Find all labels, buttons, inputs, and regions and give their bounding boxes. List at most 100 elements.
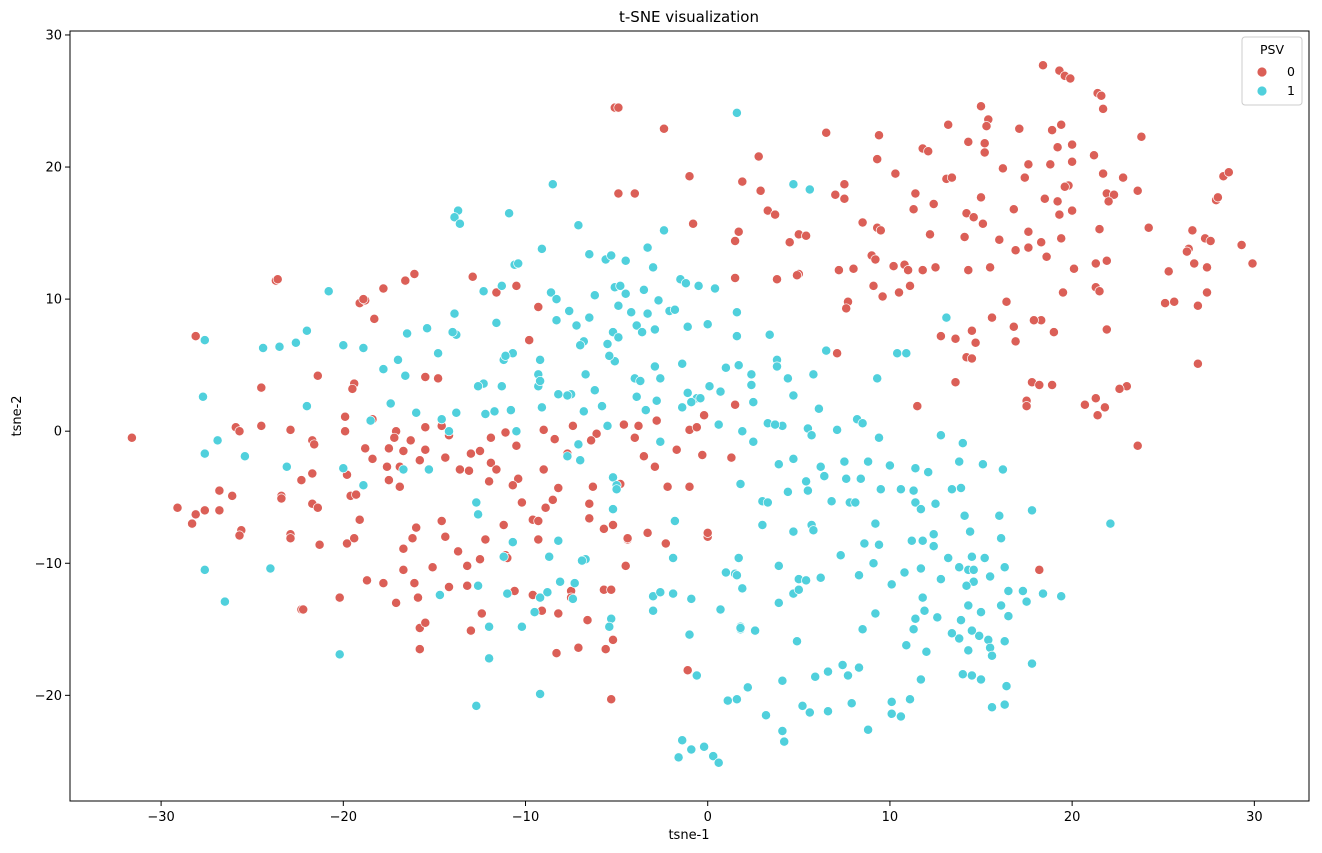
point-psv-1 [1038, 588, 1048, 599]
point-psv-0 [905, 280, 915, 291]
point-psv-1 [802, 485, 813, 496]
point-psv-1 [746, 369, 757, 380]
point-psv-0 [367, 453, 378, 464]
point-psv-1 [965, 526, 976, 537]
point-psv-0 [1114, 383, 1125, 394]
point-psv-1 [1027, 505, 1037, 516]
point-psv-0 [440, 452, 451, 463]
point-psv-1 [946, 484, 957, 495]
point-psv-1 [358, 480, 369, 491]
point-psv-1 [1017, 586, 1028, 596]
point-psv-0 [567, 420, 578, 431]
point-psv-0 [943, 119, 954, 130]
point-psv-0 [1036, 237, 1047, 248]
plot-frame [69, 30, 1310, 802]
point-psv-0 [272, 274, 283, 285]
point-psv-1 [258, 343, 269, 353]
point-psv-0 [1092, 410, 1103, 421]
point-psv-1 [788, 390, 799, 401]
point-psv-1 [449, 308, 460, 319]
point-psv-0 [733, 226, 744, 237]
point-psv-0 [1059, 181, 1070, 192]
point-psv-1 [651, 395, 662, 406]
point-psv-1 [484, 653, 495, 664]
point-psv-1 [923, 467, 934, 478]
point-psv-1 [854, 662, 864, 673]
point-psv-0 [928, 199, 939, 209]
point-psv-0 [1023, 226, 1034, 237]
point-psv-1 [649, 361, 660, 372]
point-psv-1 [735, 623, 746, 633]
point-psv-1 [602, 420, 613, 431]
point-psv-1 [626, 307, 637, 318]
point-psv-0 [702, 527, 713, 538]
point-psv-1 [423, 464, 434, 475]
point-psv-1 [620, 288, 631, 299]
point-psv-0 [682, 665, 693, 676]
point-psv-0 [912, 401, 923, 412]
point-psv-1 [987, 650, 997, 661]
point-psv-1 [855, 473, 866, 484]
point-psv-1 [892, 348, 903, 359]
point-psv-1 [963, 600, 974, 611]
point-psv-1 [265, 563, 276, 574]
point-psv-1 [473, 381, 484, 392]
point-psv-0 [755, 185, 766, 196]
y-tick-label: 10 [45, 293, 62, 308]
point-psv-1 [684, 629, 695, 640]
point-psv-0 [970, 337, 981, 348]
point-psv-0 [946, 172, 957, 183]
point-psv-1 [777, 675, 788, 686]
point-psv-1 [884, 460, 895, 471]
point-psv-1 [578, 406, 589, 417]
point-psv-1 [365, 415, 376, 426]
point-psv-1 [669, 516, 680, 526]
point-psv-1 [941, 312, 952, 323]
point-psv-1 [841, 473, 852, 484]
point-psv-1 [551, 315, 562, 326]
point-psv-1 [735, 479, 746, 489]
y-tick-label: 20 [45, 161, 62, 176]
point-psv-0 [848, 263, 859, 274]
point-psv-1 [323, 286, 334, 297]
point-psv-0 [394, 481, 405, 492]
point-psv-1 [640, 405, 651, 416]
point-psv-0 [475, 446, 485, 456]
point-psv-1 [773, 560, 784, 571]
point-psv-0 [358, 294, 369, 305]
point-psv-0 [591, 428, 602, 439]
legend-title: PSV [1260, 42, 1284, 57]
point-psv-0 [440, 531, 451, 542]
point-psv-0 [485, 457, 496, 468]
point-psv-0 [633, 420, 644, 431]
point-psv-1 [702, 319, 713, 330]
point-psv-0 [684, 171, 695, 182]
point-psv-1 [713, 419, 724, 430]
x-tick-label: −30 [147, 810, 174, 825]
point-psv-1 [686, 593, 697, 604]
point-psv-1 [655, 436, 666, 447]
point-psv-1 [631, 320, 642, 331]
point-psv-0 [839, 193, 850, 204]
point-psv-1 [954, 456, 965, 467]
point-psv-1 [219, 596, 230, 607]
point-psv-1 [500, 350, 511, 361]
point-psv-0 [407, 533, 418, 544]
point-psv-0 [985, 262, 996, 273]
point-psv-0 [651, 415, 662, 426]
point-psv-1 [985, 571, 996, 582]
point-psv-0 [1187, 225, 1198, 236]
point-psv-1 [677, 402, 688, 413]
point-psv-1 [987, 702, 997, 713]
point-psv-0 [1143, 222, 1154, 233]
point-psv-1 [648, 605, 659, 616]
point-psv-0 [726, 452, 737, 463]
point-psv-1 [555, 576, 566, 587]
point-psv-1 [782, 373, 793, 384]
point-psv-0 [1101, 324, 1112, 335]
point-psv-0 [1163, 266, 1174, 277]
point-psv-0 [309, 439, 320, 450]
point-psv-1 [564, 306, 575, 316]
point-psv-1 [813, 403, 824, 414]
point-psv-0 [340, 426, 351, 437]
